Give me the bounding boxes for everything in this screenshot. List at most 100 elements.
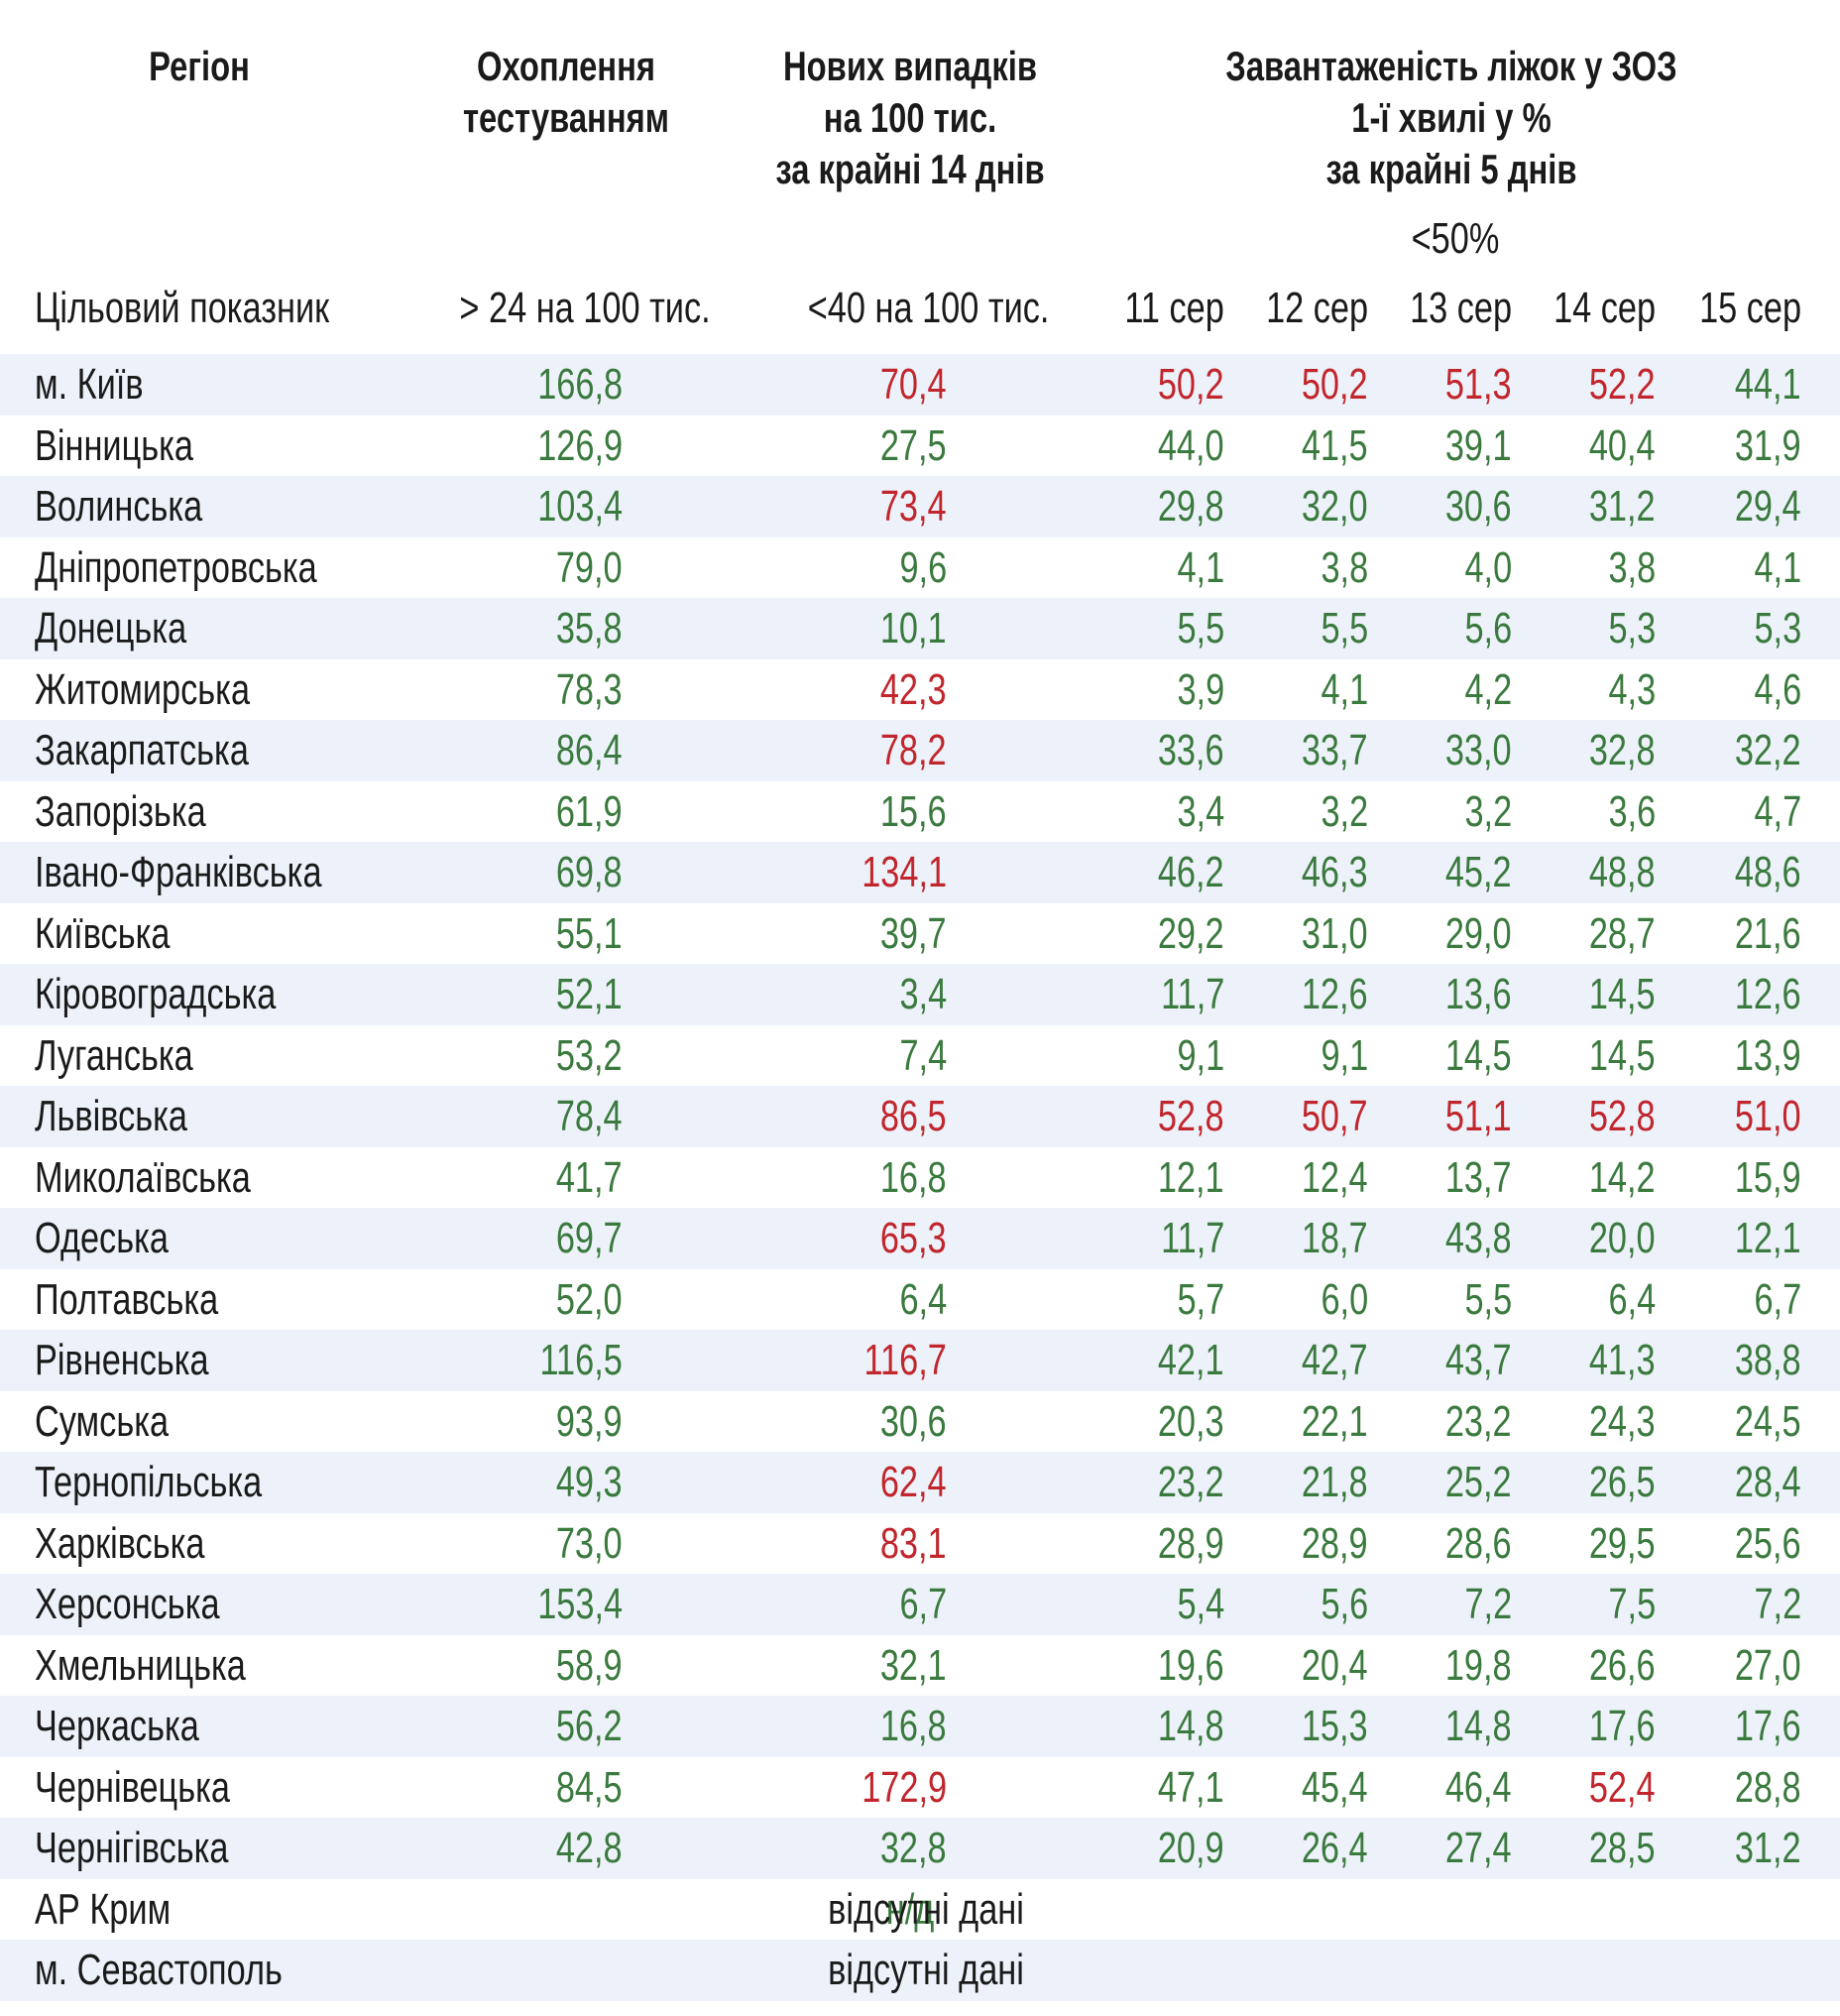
cell: 28,9: [1302, 1518, 1368, 1568]
cell: 41,3: [1589, 1336, 1656, 1384]
cell: 46,2: [1158, 848, 1224, 896]
cell: 28,4: [1735, 1458, 1801, 1506]
cell: 93,9: [556, 1396, 623, 1446]
cell: 20,4: [1302, 1640, 1368, 1690]
cell: 20,0: [1589, 1214, 1656, 1262]
cell: 47,1: [1158, 1762, 1224, 1812]
cell: 4,1: [1177, 542, 1224, 592]
cell: 51,0: [1735, 1092, 1801, 1140]
cell: 31,9: [1735, 420, 1801, 470]
cell: 78,2: [880, 726, 947, 774]
date-header: 15 сер: [1698, 284, 1801, 332]
cell: 4,1: [1321, 664, 1368, 714]
region: Миколаївська: [35, 1152, 251, 1202]
cell: 20,9: [1158, 1824, 1224, 1872]
cell: 39,7: [880, 908, 947, 958]
cell: 30,6: [880, 1396, 947, 1446]
cell: 11,7: [1160, 1214, 1224, 1262]
cell: 12,1: [1735, 1214, 1801, 1262]
row-band: [0, 1330, 1840, 1391]
row-band: [0, 720, 1840, 781]
cell: 18,7: [1302, 1214, 1368, 1262]
cell: 103,4: [537, 482, 623, 531]
cell: 44,0: [1158, 420, 1224, 470]
target-cases: <40 на 100 тис.: [807, 284, 1049, 332]
cell: 14,8: [1445, 1702, 1512, 1750]
cell: 26,5: [1589, 1458, 1656, 1506]
cell: 24,3: [1589, 1396, 1656, 1446]
cell: 10,1: [880, 604, 947, 652]
cell: 42,1: [1158, 1336, 1224, 1384]
region: Луганська: [35, 1030, 193, 1080]
row-band: [0, 902, 1840, 964]
cell: 25,2: [1445, 1458, 1512, 1506]
row-band: [0, 476, 1840, 537]
cell: 33,7: [1302, 726, 1368, 774]
cell: 32,2: [1735, 726, 1801, 774]
cell: 45,4: [1302, 1762, 1368, 1812]
row-band: [0, 964, 1840, 1025]
cell: 28,9: [1158, 1518, 1224, 1568]
cell: 32,0: [1302, 482, 1368, 531]
cell: 48,6: [1735, 848, 1801, 896]
region: Рівненська: [35, 1336, 209, 1384]
target-label: Цільовий показник: [35, 284, 330, 332]
cell: 27,5: [880, 420, 947, 470]
row-band: [0, 1878, 1840, 1940]
column-header: за крайні 5 днів: [1325, 146, 1577, 192]
row-band: [0, 1024, 1840, 1086]
cell: 5,5: [1177, 604, 1224, 652]
cell: 32,8: [880, 1824, 947, 1872]
region: Хмельницька: [35, 1640, 246, 1690]
cell: 3,8: [1321, 542, 1368, 592]
cell: 52,4: [1589, 1762, 1656, 1812]
cell: 38,8: [1735, 1336, 1801, 1384]
cell: 4,0: [1464, 542, 1512, 592]
cell: 153,4: [537, 1580, 623, 1628]
cell: 35,8: [556, 604, 623, 652]
cell: 6,4: [1608, 1274, 1656, 1324]
cell: 14,2: [1589, 1152, 1656, 1202]
cell: 9,1: [1321, 1030, 1368, 1080]
region: Вінницька: [35, 420, 193, 470]
cell: 14,5: [1589, 970, 1656, 1018]
cell: 52,8: [1158, 1092, 1224, 1140]
cell: 51,1: [1445, 1092, 1512, 1140]
cell: 5,3: [1754, 604, 1801, 652]
cell: 29,4: [1735, 482, 1801, 531]
cell: 16,8: [880, 1152, 947, 1202]
target-coverage: > 24 на 100 тис.: [459, 284, 711, 332]
cell: 166,8: [537, 360, 623, 409]
cell: 56,2: [556, 1702, 623, 1750]
cell: 55,1: [556, 908, 623, 958]
cell: 116,5: [539, 1336, 623, 1384]
cell: 5,3: [1608, 604, 1656, 652]
cell: 52,0: [556, 1274, 623, 1324]
cell: 27,0: [1735, 1640, 1801, 1690]
region: Харківська: [35, 1518, 205, 1568]
row-band: [0, 842, 1840, 903]
cell: 30,6: [1445, 482, 1512, 531]
row-band: [0, 1696, 1840, 1757]
cell: 6,7: [899, 1580, 947, 1628]
cell: 126,9: [537, 420, 623, 470]
cell: 19,8: [1445, 1640, 1512, 1690]
region: Полтавська: [35, 1274, 219, 1324]
cell: 86,4: [556, 726, 623, 774]
cell: 4,1: [1754, 542, 1801, 592]
cell: 23,2: [1445, 1396, 1512, 1446]
region: Закарпатська: [35, 726, 249, 774]
column-header: Охоплення: [477, 43, 655, 89]
cell: 26,6: [1589, 1640, 1656, 1690]
column-header: Нових випадків: [783, 43, 1037, 89]
cell: 12,4: [1302, 1152, 1368, 1202]
cell: 3,2: [1464, 786, 1512, 836]
region: Дніпропетровська: [35, 542, 317, 592]
date-header: 11 сер: [1124, 284, 1224, 332]
cell: 31,2: [1735, 1824, 1801, 1872]
cell: 20,3: [1158, 1396, 1224, 1446]
no-data-mark: н/д: [885, 1884, 935, 1934]
cell: 78,4: [556, 1092, 623, 1140]
cell: 32,8: [1589, 726, 1656, 774]
cell: 73,4: [880, 482, 947, 531]
